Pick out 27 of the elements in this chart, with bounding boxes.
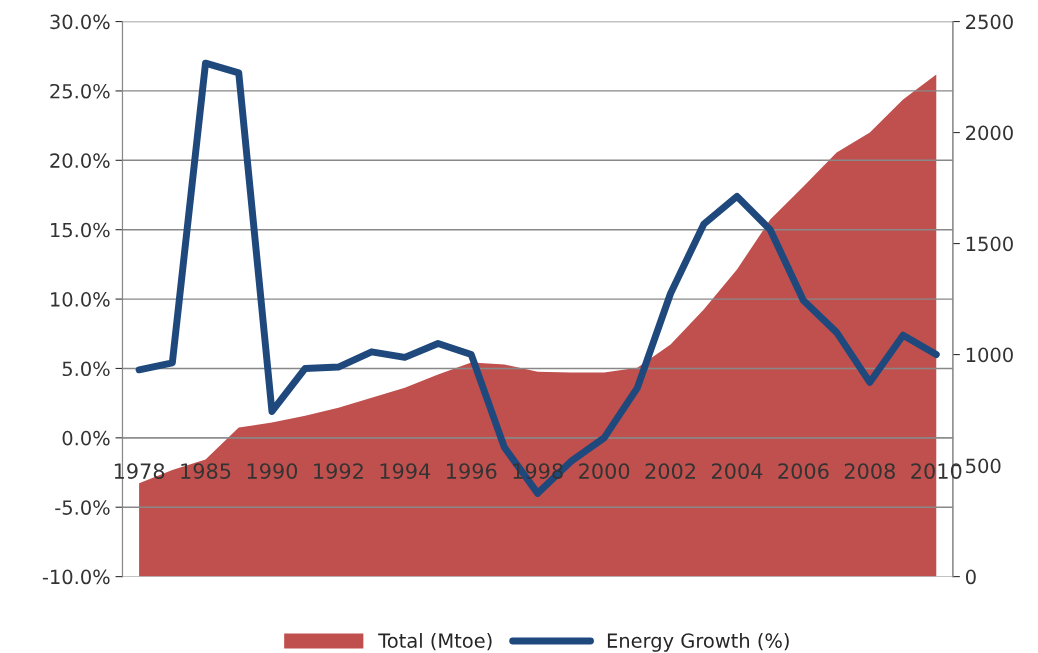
x-tick-label: 1996 (447, 463, 497, 479)
x-tick-label: 2000 (579, 463, 630, 479)
x-tick-label: 1985 (181, 463, 231, 479)
legend-label: Total (Mtoe) (378, 632, 492, 651)
y2-tick-label: 500 (966, 458, 1001, 474)
x-tick-label: 2008 (844, 463, 895, 479)
legend-label: Energy Growth (%) (607, 632, 789, 652)
y-tick-label: 5.0% (62, 361, 110, 377)
y-tick-label: 20.0% (50, 153, 110, 168)
x-tick-label: 1994 (380, 463, 431, 479)
x-tick-label: 2002 (645, 463, 695, 479)
x-tick-label: 2006 (778, 463, 829, 479)
y2-tick-label: 2500 (966, 14, 1013, 30)
y2-tick-label: 2000 (966, 125, 1013, 141)
y2-tick-label: 1000 (966, 347, 1013, 363)
y2-tick-label: 0 (965, 569, 976, 585)
y-tick-label: 30.0% (50, 14, 110, 30)
y-tick-label: 10.0% (51, 292, 110, 307)
y2-tick-label: 1500 (966, 236, 1013, 252)
y-tick-label: -10.0% (42, 569, 110, 585)
x-tick-label: 2004 (712, 463, 763, 479)
y-tick-label: 15.0% (51, 222, 110, 238)
y-tick-label: 0.0% (62, 430, 110, 446)
y-tick-label: 25.0% (50, 83, 110, 99)
x-tick-label: 1992 (314, 463, 363, 479)
y-tick-label: -5.0% (55, 500, 110, 515)
x-tick-label: 1990 (247, 463, 298, 479)
